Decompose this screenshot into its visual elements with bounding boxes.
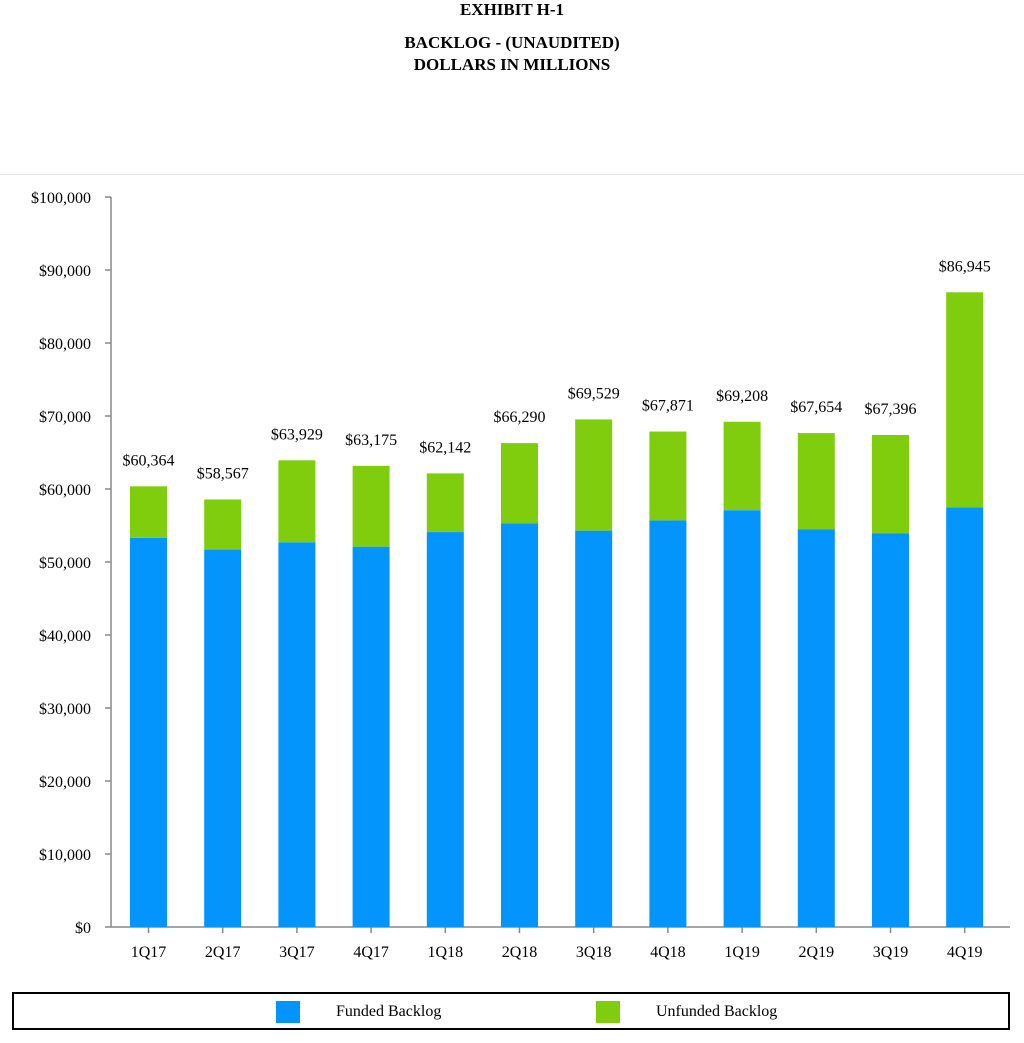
x-tick-label: 4Q19 <box>947 944 983 961</box>
total-data-label: $63,929 <box>271 426 323 443</box>
x-tick-label: 2Q19 <box>799 944 835 961</box>
exhibit-label: EXHIBIT H-1 <box>459 0 565 19</box>
bar-unfunded <box>204 499 242 550</box>
total-data-label: $62,142 <box>419 439 471 456</box>
bar-unfunded <box>575 419 613 531</box>
legend: Funded Backlog Unfunded Backlog <box>12 992 1010 1030</box>
bar-funded <box>278 542 316 927</box>
total-data-label: $67,396 <box>865 401 917 418</box>
y-tick-label: $70,000 <box>39 409 91 426</box>
x-tick-label: 3Q17 <box>279 944 315 961</box>
bar-funded <box>426 532 464 927</box>
x-tick-label: 4Q18 <box>650 944 686 961</box>
bar-funded <box>352 546 390 927</box>
x-tick-label: 2Q18 <box>502 944 538 961</box>
legend-swatch-funded <box>276 1001 300 1023</box>
y-tick-label: $80,000 <box>39 336 91 353</box>
bar-funded <box>723 510 761 927</box>
total-data-label: $69,208 <box>716 388 768 405</box>
bar-unfunded <box>426 473 464 533</box>
legend-label-unfunded: Unfunded Backlog <box>656 1003 778 1020</box>
bar-unfunded <box>501 443 538 524</box>
x-tick-label: 2Q17 <box>205 944 241 961</box>
bar-funded <box>872 533 909 927</box>
bar-funded <box>501 523 538 927</box>
x-tick-label: 1Q19 <box>724 944 760 961</box>
bar-unfunded <box>723 421 761 511</box>
total-data-label: $63,175 <box>345 432 397 449</box>
y-tick-label: $20,000 <box>39 774 91 791</box>
bar-unfunded <box>649 431 687 521</box>
y-tick-label: $30,000 <box>39 701 91 718</box>
x-tick-label: 1Q17 <box>131 944 167 961</box>
legend-label-funded: Funded Backlog <box>336 1003 442 1020</box>
bar-funded <box>575 530 613 927</box>
y-tick-label: $100,000 <box>31 190 91 207</box>
y-tick-label: $0 <box>75 920 91 937</box>
y-tick-label: $10,000 <box>39 847 91 864</box>
total-data-label: $69,529 <box>568 385 620 402</box>
y-tick-label: $60,000 <box>39 482 91 499</box>
bar-funded <box>649 520 687 927</box>
bar-unfunded <box>872 435 909 534</box>
total-data-label: $66,290 <box>494 409 546 426</box>
total-data-label: $67,871 <box>642 398 694 415</box>
y-tick-label: $50,000 <box>39 555 91 572</box>
x-tick-label: 3Q18 <box>576 944 612 961</box>
x-tick-label: 4Q17 <box>353 944 389 961</box>
bar-unfunded <box>797 433 835 530</box>
legend-item-funded: Funded Backlog <box>276 1001 441 1023</box>
y-tick-label: $40,000 <box>39 628 91 645</box>
bar-unfunded <box>352 465 390 547</box>
total-data-label: $67,654 <box>790 399 842 416</box>
bar-unfunded <box>278 460 316 543</box>
bar-unfunded <box>946 292 984 508</box>
x-tick-label: 1Q18 <box>428 944 464 961</box>
chart-title: BACKLOG - (UNAUDITED) <box>404 33 620 52</box>
x-tick-label: 3Q19 <box>873 944 909 961</box>
total-data-label: $60,364 <box>123 452 175 469</box>
bar-funded <box>946 507 984 927</box>
y-tick-label: $90,000 <box>39 263 91 280</box>
legend-swatch-unfunded <box>596 1001 620 1023</box>
header-separator <box>0 174 1024 175</box>
backlog-chart: $0 $10,000 $20,000 $30,000 $40,000 $50,000 $60… <box>31 190 1010 961</box>
total-data-label: $58,567 <box>197 465 249 482</box>
bar-funded <box>797 529 835 927</box>
bar-funded <box>204 549 242 927</box>
total-data-label: $86,945 <box>939 258 991 275</box>
bar-unfunded <box>130 486 167 538</box>
legend-item-unfunded: Unfunded Backlog <box>596 1001 777 1023</box>
chart-subtitle: DOLLARS IN MILLIONS <box>413 55 611 74</box>
bar-funded <box>130 537 167 927</box>
